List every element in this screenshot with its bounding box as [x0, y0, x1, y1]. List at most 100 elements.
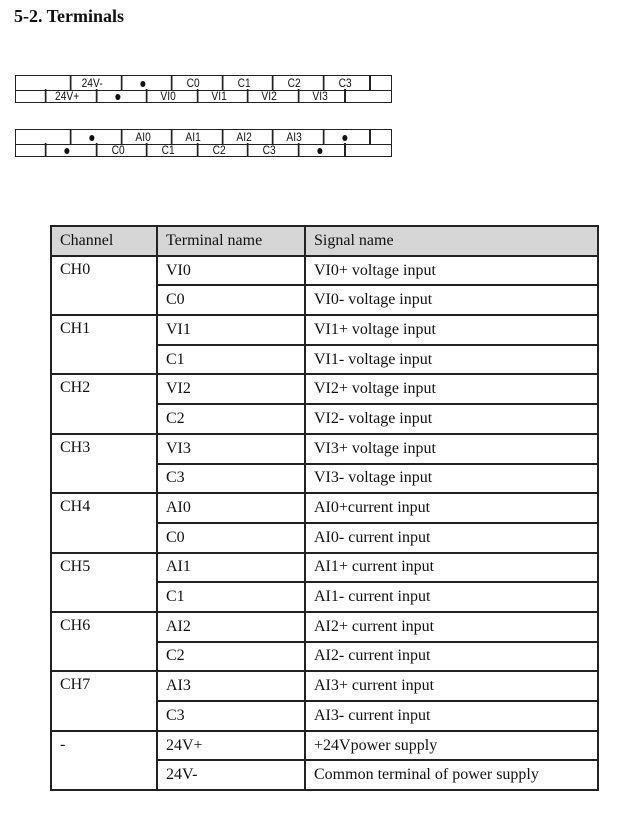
terminal-table: Channel Terminal name Signal name CH0 VI0…	[50, 225, 599, 792]
terminal-cell: AI2	[221, 130, 264, 144]
terminal-dot	[69, 130, 113, 144]
table-row: 24V- Common terminal of power supply	[51, 759, 599, 792]
dot-icon	[89, 134, 95, 141]
terminal-cell: C2	[196, 143, 239, 157]
terminal-cell: C3	[246, 143, 290, 157]
channel-cell: CH0	[50, 254, 158, 317]
terminal-cell	[344, 89, 391, 103]
terminal-cell: C0	[170, 76, 214, 90]
table-row: CH6 AI2 AI2+ current input	[50, 610, 599, 673]
terminal-cell: C1	[145, 143, 189, 157]
signal-name-cell: VI1- voltage input	[304, 343, 599, 376]
terminal-cell	[16, 76, 66, 90]
signal-name-cell: AI2- current input	[304, 640, 599, 673]
signal-name-cell: AI3+ current input	[304, 670, 599, 702]
terminal-row-bottom: 24V+ VI0 VI1 VI2 VI3	[16, 89, 391, 103]
table-row: CH2 VI2 VI2+ voltage input	[50, 373, 599, 435]
channel-cell: CH1	[50, 314, 158, 376]
dot-icon	[64, 147, 70, 154]
terminal-cell: VI1	[196, 89, 239, 103]
terminal-cell: 24V-	[69, 76, 113, 90]
table-row: CH5 AI1 AI1+ current input	[50, 551, 599, 613]
table-row: C2 VI2- voltage input	[51, 403, 599, 435]
terminal-dot	[44, 143, 88, 157]
channel-cell: CH5	[50, 551, 158, 613]
signal-name-cell: AI0- current input	[304, 521, 599, 554]
terminal-cell: C3	[322, 76, 365, 90]
terminal-row-top: AI0 AI1 AI2 AI3	[16, 130, 391, 145]
terminal-dot	[297, 143, 340, 157]
table-row: C3 AI3- current input	[51, 700, 599, 732]
terminal-dot	[95, 89, 138, 103]
terminal-row-top: 24V- C0 C1 C2 C3	[16, 76, 391, 91]
terminal-name-cell: C3	[156, 462, 306, 495]
table-row: C2 AI2- current input	[51, 640, 599, 673]
terminal-name-cell: C1	[156, 581, 306, 613]
terminal-block-current: AI0 AI1 AI2 AI3 C0 C1 C2 C3	[15, 129, 392, 157]
terminal-cell: VI3	[297, 89, 340, 103]
signal-name-cell: VI2- voltage input	[304, 403, 599, 435]
terminal-name-cell: C1	[156, 343, 306, 376]
dot-icon	[317, 147, 323, 154]
terminal-name-cell: 24V-	[156, 759, 306, 792]
table-row: C3 VI3- voltage input	[51, 462, 599, 495]
signal-name-cell: VI0+ voltage input	[304, 254, 599, 287]
terminal-cell: VI0	[145, 89, 189, 103]
terminal-cell	[369, 76, 391, 90]
table-row: -24V+ +24Vpower supply	[50, 729, 599, 792]
terminal-name-cell: AI3	[156, 670, 306, 702]
table-row: CH0 VI0 VI0+ voltage input	[50, 254, 599, 317]
header-channel: Channel	[50, 225, 158, 257]
dot-icon	[342, 134, 348, 141]
terminal-name-cell: C0	[156, 284, 306, 317]
terminal-cell	[369, 130, 391, 144]
signal-name-cell: VI3+ voltage input	[304, 432, 599, 465]
signal-name-cell: VI1+ voltage input	[304, 314, 599, 346]
section-title: 5-2. Terminals	[14, 6, 125, 26]
terminal-cell	[344, 143, 391, 157]
table-row: CH7 AI3 AI3+ current input	[50, 670, 599, 732]
terminal-cell: AI3	[271, 130, 315, 144]
channel-cell: CH7	[50, 670, 158, 732]
terminal-cell: 24V+	[44, 89, 88, 103]
terminal-cell: C0	[95, 143, 138, 157]
terminal-cell: VI2	[246, 89, 290, 103]
terminal-name-cell: AI1	[156, 551, 306, 584]
table-row: C1 VI1- voltage input	[51, 343, 599, 376]
terminal-cell: AI1	[170, 130, 214, 144]
terminal-block-voltage: 24V- C0 C1 C2 C3 24V+ VI0 VI1 VI2 VI3	[15, 75, 392, 103]
terminal-name-cell: C2	[156, 403, 306, 435]
table-row: CH1 VI1 VI1+ voltage input	[50, 314, 599, 376]
terminal-dot	[120, 76, 163, 90]
signal-name-cell: AI2+ current input	[304, 610, 599, 643]
signal-name-cell: Common terminal of power supply	[304, 759, 599, 792]
terminal-cell	[16, 130, 66, 144]
terminal-name-cell: 24V+	[156, 729, 306, 762]
table-row: CH3 VI3 VI3+ voltage input	[50, 432, 599, 495]
channel-cell: CH3	[50, 432, 158, 495]
signal-name-cell: AI0+current input	[304, 492, 599, 524]
signal-name-cell: AI1- current input	[304, 581, 599, 613]
table-row: C0 AI0- current input	[51, 521, 599, 554]
terminal-name-cell: VI2	[156, 373, 306, 406]
terminal-name-cell: AI2	[156, 610, 306, 643]
header-terminal-name: Terminal name	[156, 225, 306, 257]
terminal-cell	[16, 89, 41, 103]
signal-name-cell: VI2+ voltage input	[304, 373, 599, 406]
channel-cell: CH6	[50, 610, 158, 673]
terminal-name-cell: AI0	[156, 492, 306, 524]
table-row: CH4 AI0 AI0+current input	[50, 492, 599, 554]
table-row: C0 VI0- voltage input	[51, 284, 599, 317]
dot-icon	[140, 80, 146, 87]
signal-name-cell: VI0- voltage input	[304, 284, 599, 317]
terminal-name-cell: VI0	[156, 254, 306, 287]
signal-name-cell: VI3- voltage input	[304, 462, 599, 495]
terminal-name-cell: C0	[156, 521, 306, 554]
signal-name-cell: +24Vpower supply	[304, 729, 599, 762]
header-signal-name: Signal name	[304, 225, 599, 257]
terminal-name-cell: C3	[156, 700, 306, 732]
channel-cell: CH4	[50, 492, 158, 554]
channel-cell: -	[50, 729, 158, 792]
terminal-name-cell: C2	[156, 640, 306, 673]
signal-name-cell: AI1+ current input	[304, 551, 599, 584]
